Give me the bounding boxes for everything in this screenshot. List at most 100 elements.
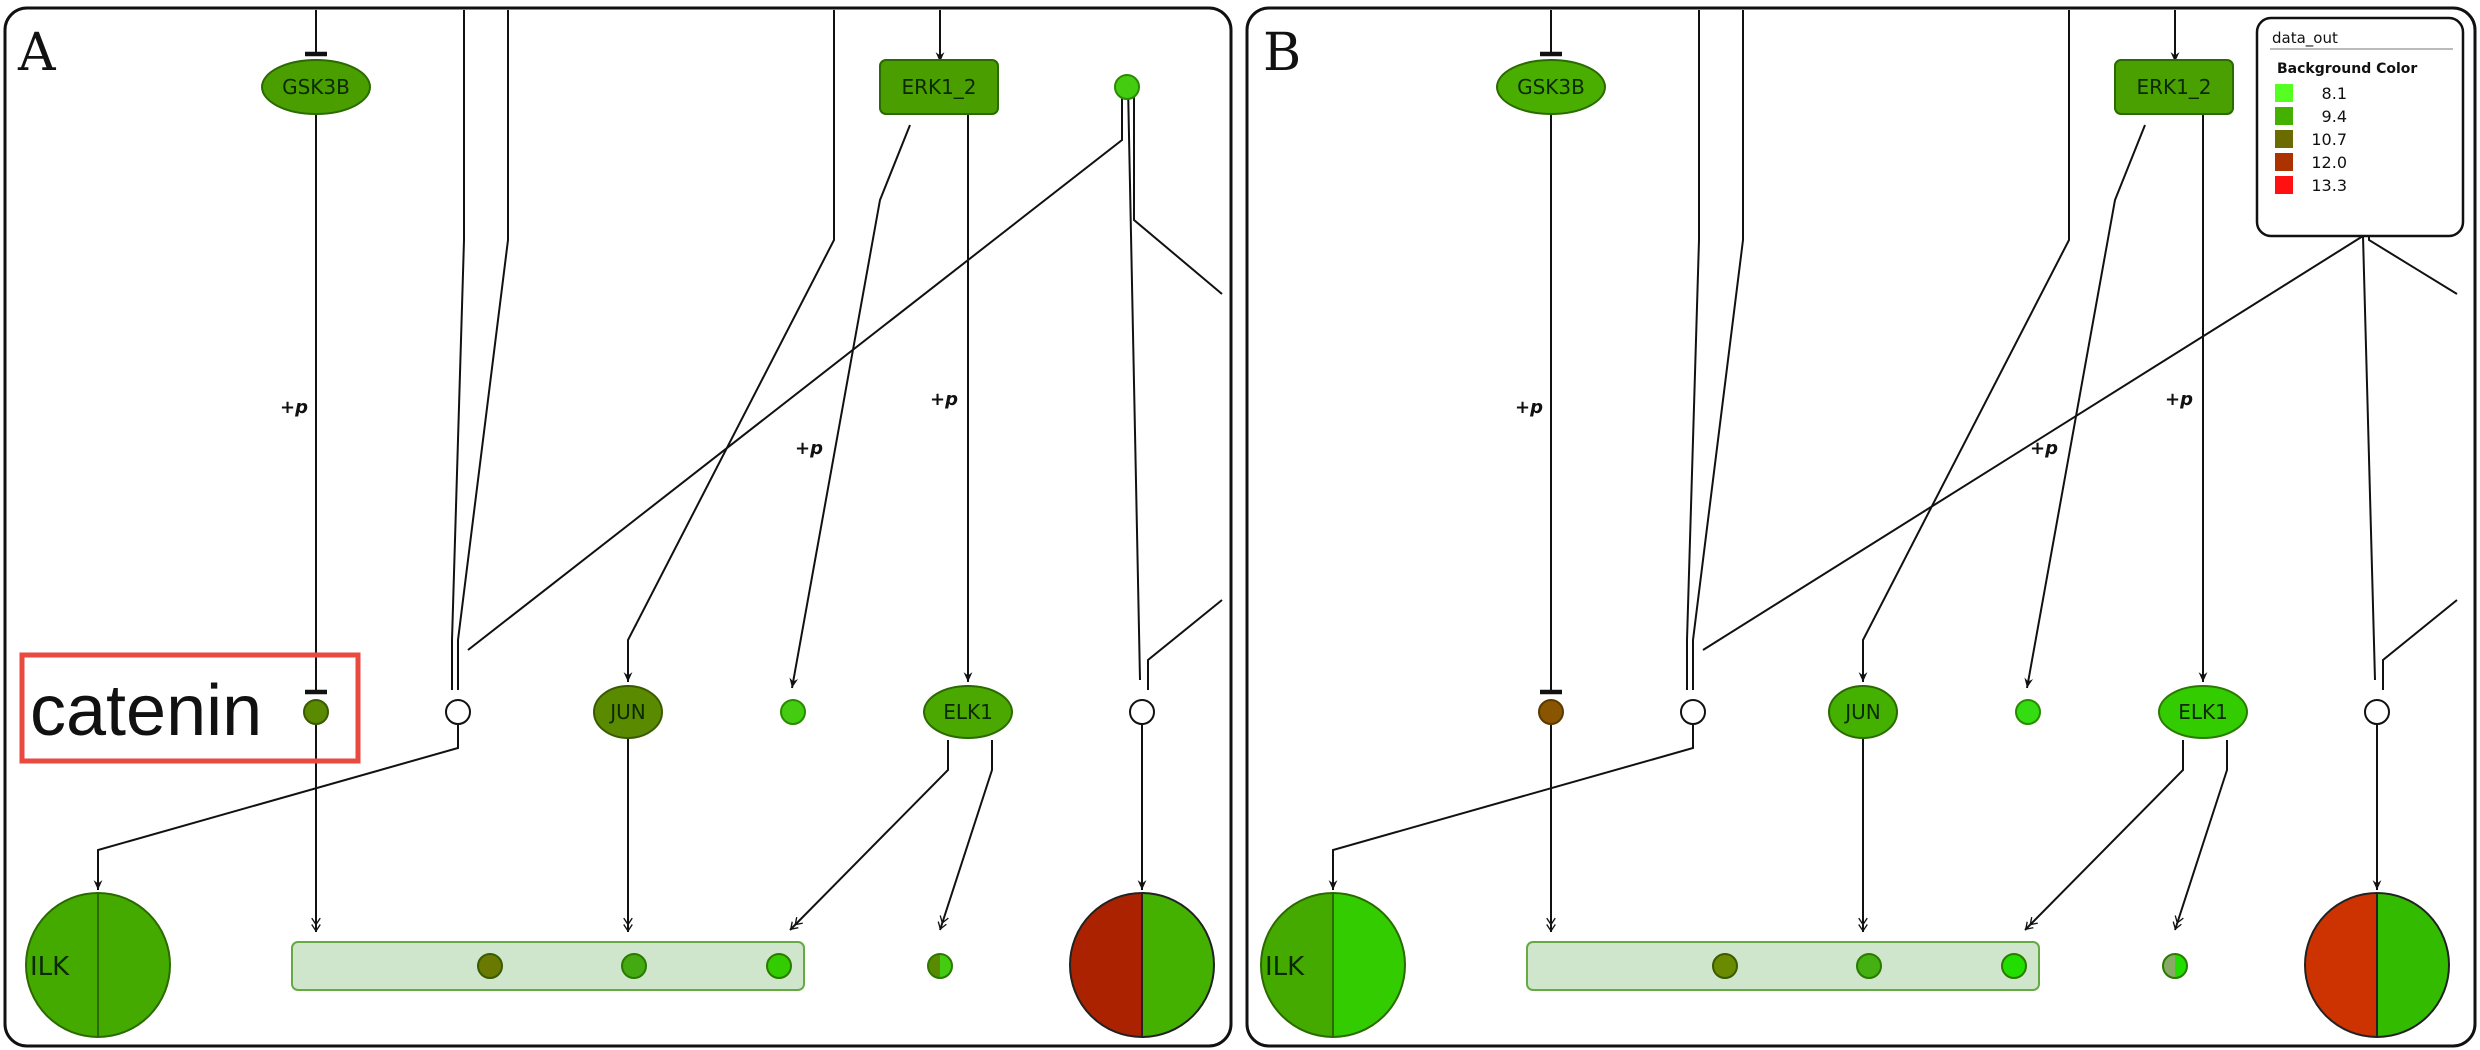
node-jun[interactable]: JUN	[1828, 685, 1898, 739]
node-gsk3b-shape	[1496, 59, 1606, 115]
edges	[1328, 10, 2458, 933]
edges	[93, 10, 1223, 933]
node-catenin-dot[interactable]	[303, 699, 329, 725]
legend-swatch	[2275, 107, 2293, 125]
node-small-mid-dot[interactable]	[780, 699, 806, 725]
complex-dot-1	[477, 953, 503, 979]
complex-dot-1	[1712, 953, 1738, 979]
edge-to-jun	[1858, 10, 2070, 682]
complex-box[interactable]	[291, 941, 805, 991]
small-split-outline	[927, 953, 953, 979]
legend-title: data_out	[2272, 29, 2338, 48]
node-small-mid-dot[interactable]	[2015, 699, 2041, 725]
node-open-circle-left[interactable]	[445, 699, 471, 725]
pie-right	[1142, 893, 1214, 1037]
legend-items: 8.1 9.4 10.7 12.0 13.3	[2275, 84, 2347, 195]
node-gsk3b[interactable]: GSK3B	[261, 59, 371, 115]
legend-value: 10.7	[2311, 130, 2347, 149]
node-erk[interactable]: ERK1_2	[2114, 59, 2234, 115]
edge-right-v2	[2368, 236, 2458, 295]
node-jun-label: JUN	[1843, 700, 1881, 724]
small-split-dot[interactable]	[927, 953, 953, 979]
node-jun-shape	[593, 685, 663, 739]
node-erk[interactable]: ERK1_2	[879, 59, 999, 115]
edge-label-p3: +p	[2165, 389, 2193, 410]
legend-value: 12.0	[2311, 153, 2347, 172]
pie-left	[1070, 893, 1142, 1037]
edge-dot-circle	[467, 86, 1123, 651]
panel-a: A +p +p +p GSK3B	[3, 6, 1233, 1048]
complex-box[interactable]	[1526, 941, 2040, 991]
edge-label-p1: +p	[1515, 397, 1543, 418]
legend-box	[2255, 16, 2465, 238]
ilk-left	[26, 893, 98, 1037]
node-open-circle-right[interactable]	[1129, 699, 1155, 725]
edge-line-left	[1692, 10, 1744, 690]
ilk-right	[98, 893, 170, 1037]
small-split-dot[interactable]	[2162, 953, 2188, 979]
edge-elk1-complex	[2024, 740, 2184, 931]
edge-line-left2	[451, 10, 465, 690]
edge-erk-dot	[2024, 124, 2146, 689]
complex-dot-3	[2001, 953, 2027, 979]
node-pie[interactable]	[2304, 892, 2450, 1038]
node-open-circle-left[interactable]	[1680, 699, 1706, 725]
node-small-top-dot[interactable]	[1114, 74, 1140, 100]
legend-value: 13.3	[2311, 176, 2347, 195]
node-elk1-label: ELK1	[2178, 700, 2228, 724]
edge-elk1-complex	[789, 740, 949, 931]
edge-circle-ilk	[1328, 725, 1694, 890]
legend-value: 8.1	[2322, 84, 2347, 103]
small-split-outline	[2162, 953, 2188, 979]
node-catenin-dot[interactable]	[1538, 699, 1564, 725]
complex-dot-2	[621, 953, 647, 979]
node-open-circle-right[interactable]	[2364, 699, 2390, 725]
node-gsk3b-shape	[261, 59, 371, 115]
node-elk1-shape	[2158, 685, 2248, 739]
edge-right-v2	[1133, 86, 1223, 295]
node-ilk-label: ILK	[30, 952, 70, 982]
node-jun-label: JUN	[608, 700, 646, 724]
node-jun[interactable]: JUN	[593, 685, 663, 739]
small-split-right	[940, 954, 952, 978]
node-ilk-label: ILK	[1265, 952, 1305, 982]
ilk-left	[1261, 893, 1333, 1037]
node-erk-shape	[2114, 59, 2234, 115]
edge-line-left2	[1686, 10, 1700, 690]
legend-value: 9.4	[2322, 107, 2347, 126]
legend-subtitle: Background Color	[2277, 61, 2417, 77]
node-gsk3b-label: GSK3B	[282, 75, 350, 99]
edge-label-p2: +p	[2030, 438, 2058, 459]
edge-label-p1: +p	[280, 397, 308, 418]
node-pie[interactable]	[1069, 892, 1215, 1038]
callout-label: catenin	[30, 671, 262, 751]
pie-right	[2377, 893, 2449, 1037]
panel-tag: B	[1263, 23, 1301, 83]
node-ilk[interactable]: ILK	[25, 892, 171, 1038]
node-elk1[interactable]: ELK1	[923, 685, 1013, 739]
edge-label-p2: +p	[795, 438, 823, 459]
complex-dot-3	[766, 953, 792, 979]
node-gsk3b[interactable]: GSK3B	[1496, 59, 1606, 115]
node-elk1[interactable]: ELK1	[2158, 685, 2248, 739]
pie-left	[2305, 893, 2377, 1037]
node-erk-shape	[879, 59, 999, 115]
node-jun-shape	[1828, 685, 1898, 739]
legend: data_out Background Color 8.1 9.4 10.7 12.0…	[2255, 16, 2465, 238]
node-erk-label: ERK1_2	[901, 75, 976, 99]
edge-erk-dot	[789, 124, 911, 689]
edge-right-v1	[2362, 235, 2376, 681]
small-split-left	[2163, 954, 2175, 978]
node-gsk3b-label: GSK3B	[1517, 75, 1585, 99]
edge-to-jun	[623, 10, 835, 682]
edge-circle-ilk	[93, 725, 459, 890]
edge-right-v1	[1127, 85, 1141, 681]
small-split-left	[928, 954, 940, 978]
node-erk-label: ERK1_2	[2136, 75, 2211, 99]
node-elk1-label: ELK1	[943, 700, 993, 724]
legend-swatch	[2275, 84, 2293, 102]
node-elk1-shape	[923, 685, 1013, 739]
node-ilk[interactable]: ILK	[1260, 892, 1406, 1038]
callout-box	[19, 652, 361, 764]
